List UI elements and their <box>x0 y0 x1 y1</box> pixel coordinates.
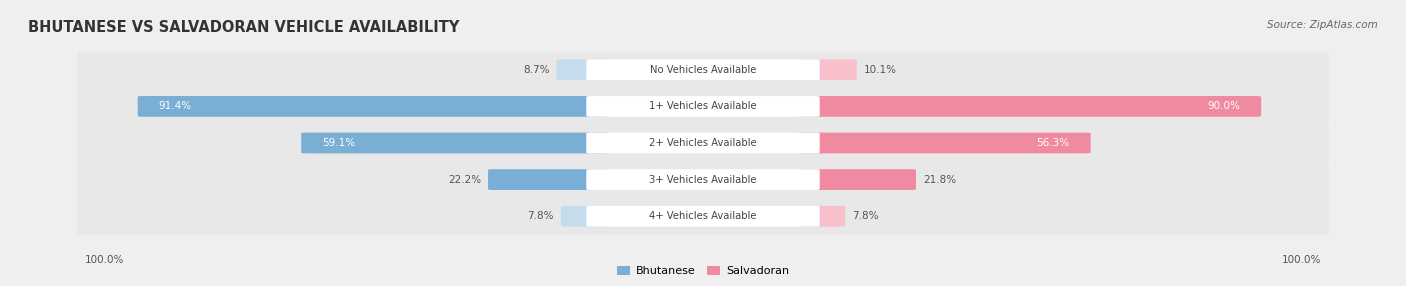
FancyBboxPatch shape <box>77 51 1329 88</box>
FancyBboxPatch shape <box>586 169 820 190</box>
Text: BHUTANESE VS SALVADORAN VEHICLE AVAILABILITY: BHUTANESE VS SALVADORAN VEHICLE AVAILABI… <box>28 20 460 35</box>
FancyBboxPatch shape <box>797 206 845 227</box>
FancyBboxPatch shape <box>557 59 609 80</box>
FancyBboxPatch shape <box>797 169 915 190</box>
Text: 100.0%: 100.0% <box>1282 255 1322 265</box>
FancyBboxPatch shape <box>586 133 820 153</box>
Text: Source: ZipAtlas.com: Source: ZipAtlas.com <box>1267 20 1378 30</box>
Text: 21.8%: 21.8% <box>922 175 956 184</box>
FancyBboxPatch shape <box>586 59 820 80</box>
Text: No Vehicles Available: No Vehicles Available <box>650 65 756 75</box>
Text: 4+ Vehicles Available: 4+ Vehicles Available <box>650 211 756 221</box>
FancyBboxPatch shape <box>77 88 1329 125</box>
FancyBboxPatch shape <box>138 96 609 117</box>
Text: 22.2%: 22.2% <box>449 175 481 184</box>
Text: 91.4%: 91.4% <box>159 102 193 111</box>
Text: 1+ Vehicles Available: 1+ Vehicles Available <box>650 102 756 111</box>
Text: 7.8%: 7.8% <box>527 211 554 221</box>
FancyBboxPatch shape <box>797 133 1091 153</box>
Text: 7.8%: 7.8% <box>852 211 879 221</box>
FancyBboxPatch shape <box>797 96 1261 117</box>
Legend: Bhutanese, Salvadoran: Bhutanese, Salvadoran <box>613 261 793 281</box>
Text: 2+ Vehicles Available: 2+ Vehicles Available <box>650 138 756 148</box>
FancyBboxPatch shape <box>77 125 1329 161</box>
Text: 3+ Vehicles Available: 3+ Vehicles Available <box>650 175 756 184</box>
FancyBboxPatch shape <box>301 133 609 153</box>
FancyBboxPatch shape <box>77 161 1329 198</box>
FancyBboxPatch shape <box>586 96 820 117</box>
FancyBboxPatch shape <box>561 206 609 227</box>
FancyBboxPatch shape <box>77 198 1329 235</box>
Text: 59.1%: 59.1% <box>322 138 356 148</box>
Text: 10.1%: 10.1% <box>863 65 897 75</box>
Text: 90.0%: 90.0% <box>1208 102 1240 111</box>
FancyBboxPatch shape <box>586 206 820 227</box>
FancyBboxPatch shape <box>488 169 609 190</box>
FancyBboxPatch shape <box>797 59 856 80</box>
Text: 100.0%: 100.0% <box>84 255 124 265</box>
Text: 8.7%: 8.7% <box>523 65 550 75</box>
Text: 56.3%: 56.3% <box>1036 138 1070 148</box>
